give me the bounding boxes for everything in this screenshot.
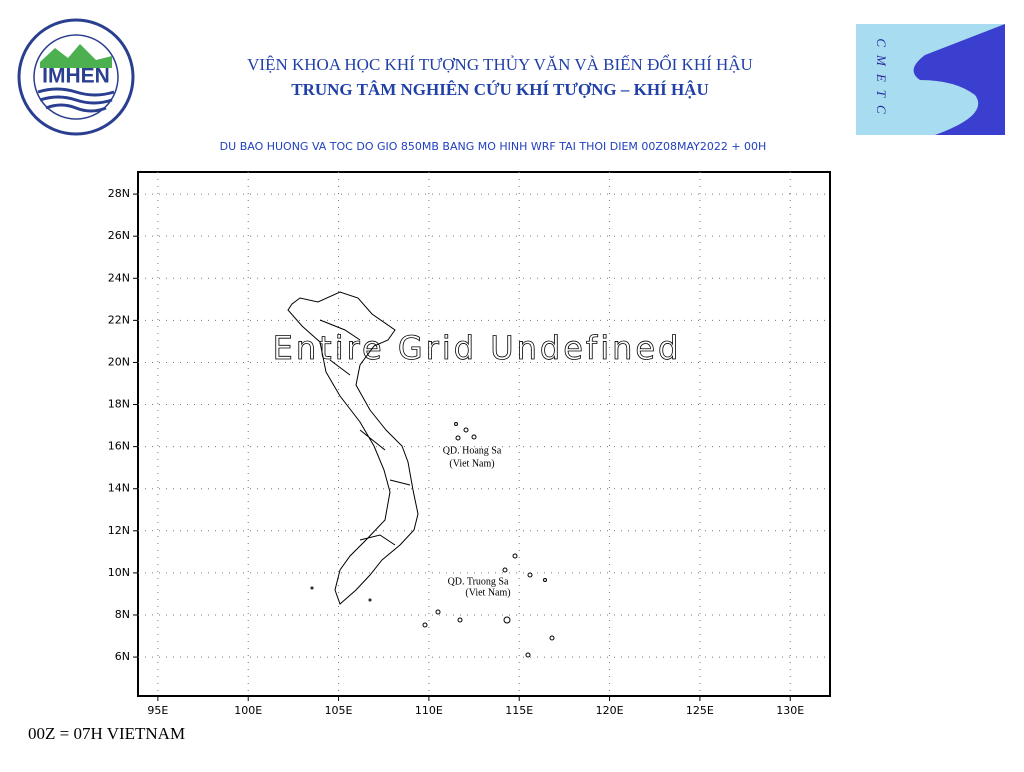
place-label: QD. Truong Sa — [448, 576, 509, 587]
y-tick-label: 12N — [108, 524, 130, 537]
y-tick-label: 20N — [108, 355, 130, 368]
logo-imhen: IMHEN — [17, 18, 135, 136]
grid-message: Entire Grid Undefined — [273, 329, 682, 367]
x-tick-label: 130E — [776, 704, 804, 717]
logo-text: CMETC — [874, 38, 889, 121]
y-tick-label: 26N — [108, 229, 130, 242]
x-tick-label: 115E — [505, 704, 533, 717]
y-tick-label: 28N — [108, 187, 130, 200]
coastline — [287, 291, 419, 605]
y-tick-label: 10N — [108, 566, 130, 579]
x-tick-label: 125E — [686, 704, 714, 717]
y-tick-label: 24N — [108, 271, 130, 284]
grid: 95E 100E 105E 110E 115E 120E 125E 130E 6N 8N 10N 12… — [108, 172, 830, 717]
islands — [310, 422, 555, 658]
y-tick-label: 8N — [115, 608, 130, 621]
logo-text: IMHEN — [42, 65, 110, 88]
plot-frame — [137, 171, 831, 697]
x-tick-label: 120E — [596, 704, 624, 717]
institute-title: VIỆN KHOA HỌC KHÍ TƯỢNG THỦY VĂN VÀ BIẾN… — [247, 54, 753, 74]
footer-note: 00Z = 07H VIETNAM — [28, 724, 185, 743]
x-tick-label: 95E — [147, 704, 168, 717]
y-tick-label: 6N — [115, 650, 130, 663]
center-title: TRUNG TÂM NGHIÊN CỨU KHÍ TƯỢNG – KHÍ HẬU — [291, 80, 708, 99]
x-tick-label: 110E — [415, 704, 443, 717]
y-tick-label: 14N — [108, 482, 130, 495]
x-tick-label: 105E — [325, 704, 353, 717]
place-label: QD. Hoang Sa — [443, 445, 502, 456]
y-tick-label: 16N — [108, 440, 130, 453]
logo-cmetc: CMETC — [856, 24, 1005, 135]
map-title: DU BAO HUONG VA TOC DO GIO 850MB BANG MO… — [220, 140, 767, 153]
place-label: (Viet Nam) — [449, 458, 494, 469]
place-label: (Viet Nam) — [465, 587, 510, 598]
y-tick-label: 22N — [108, 313, 130, 326]
y-tick-label: 18N — [108, 398, 130, 411]
x-tick-label: 100E — [234, 704, 262, 717]
